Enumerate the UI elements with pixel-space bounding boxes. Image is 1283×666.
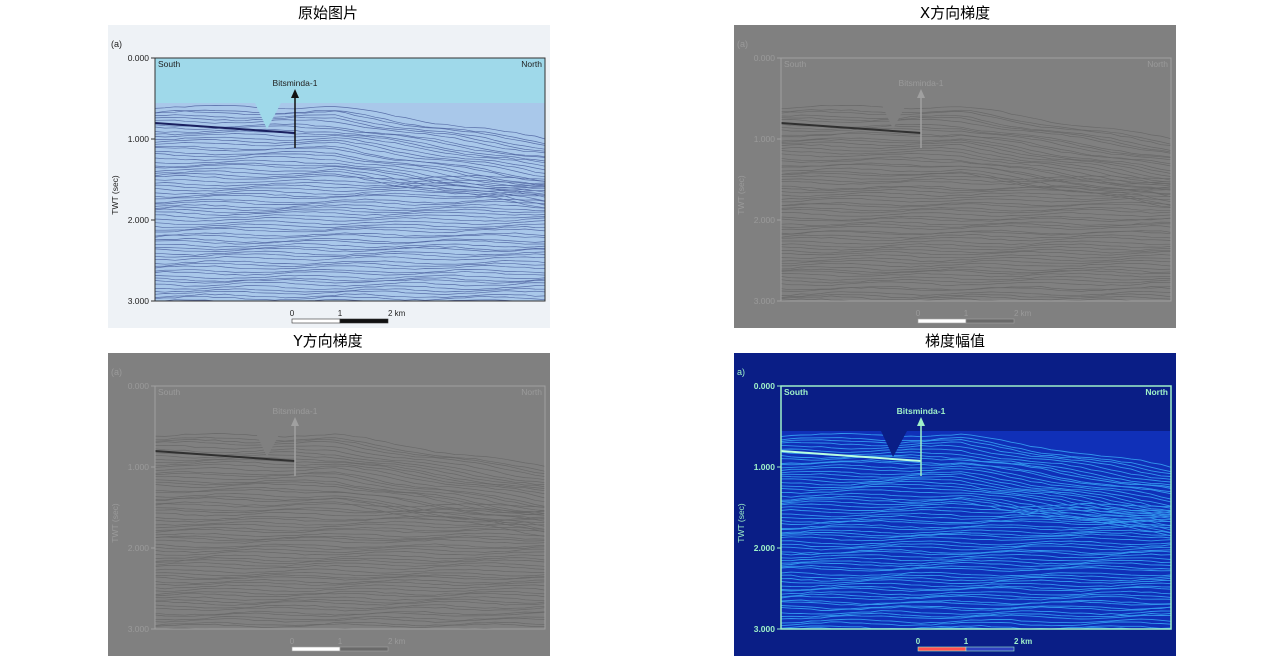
scale-bar-light [917, 318, 967, 324]
seismic-image-x-gradient: (a) 0.000 1.000 2.000 3.000 TWT (sec) South Nor… [734, 25, 1176, 328]
seismic-section-original: (a) 0.000 1.000 2.000 3.000 TWT (sec) South Nor… [108, 25, 550, 328]
scale-tick-label: 1 [338, 309, 343, 318]
seismic-body [781, 103, 1171, 301]
strong-reflector [780, 122, 922, 134]
water-column [781, 58, 1171, 103]
well-label: Bitsminda-1 [897, 406, 946, 416]
water-column [155, 386, 545, 431]
scale-tick-label: 0 [290, 309, 295, 318]
well-arrow-head [291, 89, 299, 98]
ytick-label: 1.000 [754, 134, 776, 144]
well-label: Bitsminda-1 [273, 78, 318, 88]
figure-tag: (a) [111, 367, 122, 377]
figure-tag: (a) [111, 39, 122, 49]
north-label: North [521, 387, 542, 397]
panel-title-original: 原始图片 [297, 4, 358, 22]
south-label: South [784, 387, 808, 397]
scale-tick-label: 1 [964, 637, 969, 646]
ytick-label: 1.000 [754, 462, 776, 472]
strong-reflector [154, 450, 296, 462]
seismic-section-y-gradient: (a) 0.000 1.000 2.000 3.000 TWT (sec) South Nor… [108, 353, 550, 656]
plot-frame [780, 57, 1172, 302]
ytick-label: 0.000 [754, 381, 776, 391]
south-label: South [158, 59, 180, 69]
ytick-label: 0.000 [128, 53, 150, 63]
yaxis-label: TWT (sec) [736, 175, 746, 215]
scale-bar-dark [965, 318, 1015, 324]
ytick-label: 0.000 [754, 53, 776, 63]
north-label: North [521, 59, 542, 69]
scale-bar-light [917, 646, 967, 652]
reflectors [780, 433, 1172, 630]
ytick-label: 2.000 [754, 543, 776, 553]
strong-reflector [780, 450, 922, 462]
seismic-section-x-gradient: (a) 0.000 1.000 2.000 3.000 TWT (sec) South Nor… [734, 25, 1176, 328]
yaxis-label: TWT (sec) [110, 175, 120, 215]
seismic-section-magnitude: a) 0.000 1.000 2.000 3.000 TWT (sec) South Nort… [734, 353, 1176, 656]
scale-tick-label: 1 [338, 637, 343, 646]
well-arrow-head [917, 417, 925, 426]
ytick-label: 0.000 [128, 381, 150, 391]
ytick-label: 3.000 [754, 296, 776, 306]
ytick-label: 3.000 [128, 296, 150, 306]
scale-tick-label: 2 km [388, 637, 406, 646]
reflectors [154, 105, 546, 302]
scale-bar-light [291, 318, 341, 324]
ytick-label: 2.000 [128, 215, 150, 225]
seabed-notch [881, 431, 907, 457]
ytick-label: 1.000 [128, 134, 150, 144]
north-label: North [1145, 387, 1168, 397]
yaxis-label: TWT (sec) [110, 503, 120, 543]
north-label: North [1147, 59, 1168, 69]
scale-tick-label: 0 [290, 637, 295, 646]
plot-frame [154, 385, 546, 630]
ytick-label: 3.000 [128, 624, 150, 634]
seabed-notch [881, 103, 907, 129]
ytick-label: 2.000 [754, 215, 776, 225]
scale-tick-label: 0 [916, 637, 921, 646]
figure-tag: (a) [737, 39, 748, 49]
scale-bar-dark [339, 646, 389, 652]
plot-frame [154, 57, 546, 302]
scale-bar-light [291, 646, 341, 652]
ytick-label: 2.000 [128, 543, 150, 553]
well-label: Bitsminda-1 [899, 78, 944, 88]
scale-bar-dark [339, 318, 389, 324]
panel-title-x-gradient: X方向梯度 [919, 4, 991, 22]
panel-title-y-gradient: Y方向梯度 [293, 332, 363, 350]
scale-tick-label: 2 km [388, 309, 406, 318]
south-label: South [158, 387, 180, 397]
well-arrow-head [917, 89, 925, 98]
ytick-label: 3.000 [754, 624, 776, 634]
plot-frame [780, 385, 1172, 630]
well-arrow-head [291, 417, 299, 426]
south-label: South [784, 59, 806, 69]
scale-bar-dark [965, 646, 1015, 652]
well-label: Bitsminda-1 [273, 406, 318, 416]
seismic-image-magnitude: a) 0.000 1.000 2.000 3.000 TWT (sec) South Nort… [734, 353, 1176, 656]
figure-tag: a) [737, 367, 745, 377]
scale-tick-label: 1 [964, 309, 969, 318]
reflectors [780, 105, 1172, 302]
scale-tick-label: 2 km [1014, 309, 1032, 318]
seismic-image-y-gradient: (a) 0.000 1.000 2.000 3.000 TWT (sec) South Nor… [108, 353, 550, 656]
panel-title-magnitude: 梯度幅值 [924, 332, 985, 350]
scale-tick-label: 2 km [1014, 637, 1032, 646]
ytick-label: 1.000 [128, 462, 150, 472]
seismic-image-original: (a) 0.000 1.000 2.000 3.000 TWT (sec) South Nor… [108, 25, 550, 328]
strong-reflector [154, 122, 296, 134]
scale-tick-label: 0 [916, 309, 921, 318]
seabed-notch [255, 103, 281, 129]
water-column [155, 58, 545, 103]
water-column [781, 386, 1171, 431]
seabed-notch [255, 431, 281, 457]
yaxis-label: TWT (sec) [736, 503, 746, 543]
